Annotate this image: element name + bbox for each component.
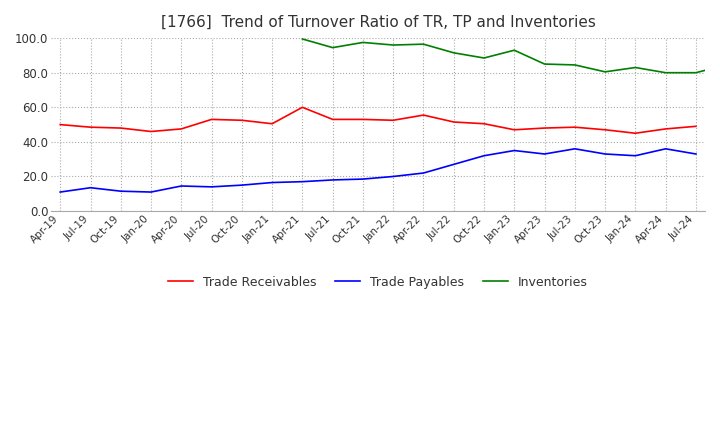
- Inventories: [662, 70, 670, 75]
- Trade Payables: [692, 151, 701, 157]
- Legend: Trade Receivables, Trade Payables, Inventories: Trade Receivables, Trade Payables, Inven…: [162, 269, 594, 295]
- Trade Receivables: [662, 126, 670, 132]
- Trade Receivables: [207, 117, 216, 122]
- Line: Inventories: Inventories: [302, 39, 720, 73]
- Trade Receivables: [419, 113, 428, 118]
- Inventories: [419, 41, 428, 47]
- Trade Receivables: [600, 127, 609, 132]
- Inventories: [389, 42, 397, 48]
- Trade Receivables: [268, 121, 276, 126]
- Trade Payables: [238, 183, 246, 188]
- Trade Payables: [662, 146, 670, 151]
- Trade Payables: [56, 189, 65, 194]
- Trade Payables: [268, 180, 276, 185]
- Trade Receivables: [540, 125, 549, 131]
- Trade Receivables: [692, 124, 701, 129]
- Trade Payables: [389, 174, 397, 179]
- Trade Receivables: [238, 117, 246, 123]
- Inventories: [631, 65, 639, 70]
- Trade Payables: [328, 177, 337, 183]
- Inventories: [328, 45, 337, 50]
- Trade Payables: [86, 185, 95, 191]
- Inventories: [570, 62, 579, 68]
- Title: [1766]  Trend of Turnover Ratio of TR, TP and Inventories: [1766] Trend of Turnover Ratio of TR, TP…: [161, 15, 595, 30]
- Trade Payables: [298, 179, 307, 184]
- Trade Receivables: [328, 117, 337, 122]
- Inventories: [692, 70, 701, 75]
- Trade Payables: [177, 183, 186, 189]
- Trade Payables: [510, 148, 518, 153]
- Trade Receivables: [449, 119, 458, 125]
- Trade Payables: [359, 176, 367, 182]
- Inventories: [359, 40, 367, 45]
- Line: Trade Payables: Trade Payables: [60, 149, 696, 192]
- Trade Receivables: [56, 122, 65, 127]
- Trade Payables: [419, 170, 428, 176]
- Trade Payables: [570, 146, 579, 151]
- Inventories: [510, 48, 518, 53]
- Trade Payables: [117, 189, 125, 194]
- Trade Receivables: [86, 125, 95, 130]
- Trade Receivables: [389, 117, 397, 123]
- Trade Receivables: [480, 121, 488, 126]
- Trade Payables: [207, 184, 216, 190]
- Inventories: [480, 55, 488, 61]
- Inventories: [540, 62, 549, 67]
- Trade Payables: [540, 151, 549, 157]
- Trade Receivables: [298, 105, 307, 110]
- Trade Payables: [449, 162, 458, 167]
- Trade Receivables: [177, 126, 186, 132]
- Trade Receivables: [631, 131, 639, 136]
- Trade Receivables: [117, 125, 125, 131]
- Trade Receivables: [359, 117, 367, 122]
- Inventories: [449, 50, 458, 55]
- Trade Payables: [631, 153, 639, 158]
- Trade Receivables: [510, 127, 518, 132]
- Trade Payables: [480, 153, 488, 158]
- Trade Payables: [147, 189, 156, 194]
- Inventories: [298, 37, 307, 42]
- Trade Receivables: [147, 129, 156, 134]
- Line: Trade Receivables: Trade Receivables: [60, 107, 696, 133]
- Trade Receivables: [570, 125, 579, 130]
- Trade Payables: [600, 151, 609, 157]
- Inventories: [600, 69, 609, 74]
